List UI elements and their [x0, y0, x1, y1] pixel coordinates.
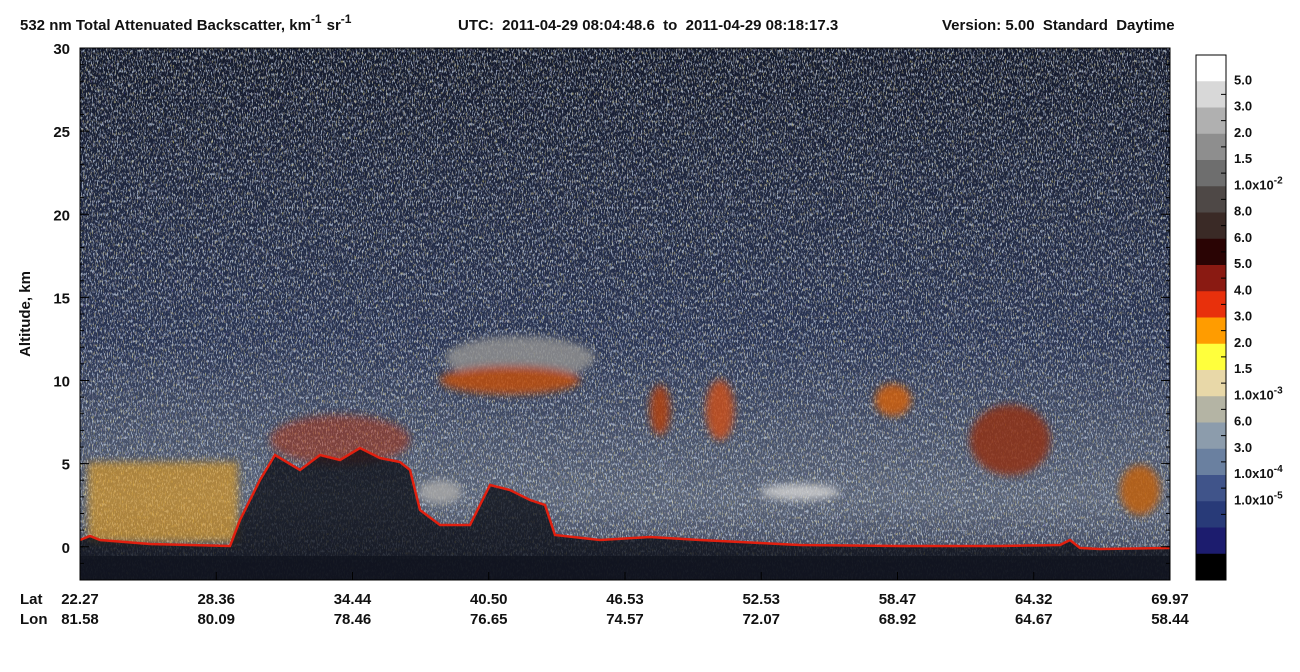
colorbar-label-exp: -3 [1274, 385, 1283, 396]
title-exp: -1 [311, 12, 322, 26]
y-tick-label: 30 [53, 41, 70, 58]
title-exp: -1 [341, 12, 352, 26]
colorbar-label: 2.0 [1234, 125, 1252, 140]
lon-label: 74.57 [606, 611, 644, 628]
colorbar-label: 6.0 [1234, 230, 1252, 245]
x-row-label: Lon [20, 611, 48, 628]
colorbar-label: 1.0x10-5 [1234, 490, 1283, 507]
colorbar-swatch [1196, 553, 1226, 581]
colorbar-label: 2.0 [1234, 335, 1252, 350]
lat-label: 46.53 [606, 591, 644, 608]
lat-label: 34.44 [334, 591, 372, 608]
colorbar-label: 5.0 [1234, 256, 1252, 271]
y-tick-label: 15 [53, 290, 70, 307]
backscatter-image [80, 48, 1170, 580]
lon-label: 72.07 [742, 611, 780, 628]
colorbar-label: 3.0 [1234, 309, 1252, 324]
colorbar-label-exp: -5 [1274, 490, 1283, 501]
lat-label: 22.27 [61, 591, 99, 608]
colorbar-label-base: 1.0x10 [1234, 466, 1274, 481]
colorbar-label: 3.0 [1234, 440, 1252, 455]
utc-text: UTC: 2011-04-29 08:04:48.6 to 2011-04-29… [458, 17, 838, 34]
colorbar-label: 1.0x10-3 [1234, 385, 1283, 402]
colorbar-swatch [1196, 527, 1226, 555]
lon-label: 78.46 [334, 611, 372, 628]
colorbar-label-base: 1.0x10 [1234, 387, 1274, 402]
colorbar-label-exp: -2 [1274, 175, 1283, 186]
colorbar-label-base: 1.0x10 [1234, 492, 1274, 507]
colorbar-label: 1.0x10-4 [1234, 464, 1283, 481]
version-text: Version: 5.00 Standard Daytime [942, 17, 1175, 34]
colorbar-label: 3.0 [1234, 99, 1252, 114]
lon-label: 64.67 [1015, 611, 1053, 628]
title-text: 532 nm Total Attenuated Backscatter, km [20, 17, 311, 34]
y-tick-label: 10 [53, 374, 70, 391]
lon-label: 81.58 [61, 611, 99, 628]
x-row-label: Lat [20, 591, 43, 608]
lat-label: 40.50 [470, 591, 508, 608]
colorbar-label-exp: -4 [1274, 464, 1283, 475]
lon-label: 58.44 [1151, 611, 1189, 628]
colorbar-label: 5.0 [1234, 72, 1252, 87]
lat-label: 69.97 [1151, 591, 1189, 608]
colorbar-label: 8.0 [1234, 204, 1252, 219]
y-axis-label: Altitude, km [17, 271, 34, 357]
colorbar-label: 6.0 [1234, 414, 1252, 429]
lat-label: 28.36 [197, 591, 235, 608]
colorbar-label: 1.5 [1234, 151, 1252, 166]
lat-label: 52.53 [742, 591, 780, 608]
colorbar-label: 4.0 [1234, 282, 1252, 297]
y-tick-label: 5 [62, 457, 70, 474]
lon-label: 68.92 [879, 611, 917, 628]
y-tick-label: 25 [53, 124, 70, 141]
colorbar-label: 1.5 [1234, 361, 1252, 376]
colorbar-label-base: 1.0x10 [1234, 177, 1274, 192]
lat-label: 58.47 [879, 591, 917, 608]
title-unit: sr [327, 17, 341, 34]
colorbar-label: 1.0x10-2 [1234, 175, 1283, 192]
lat-label: 64.32 [1015, 591, 1053, 608]
colorbar-frame [1195, 54, 1227, 581]
lon-label: 76.65 [470, 611, 508, 628]
colorbar-swatch [1196, 55, 1226, 82]
lon-label: 80.09 [197, 611, 235, 628]
chart-title: 532 nm Total Attenuated Backscatter, km-… [20, 12, 352, 34]
y-tick-label: 20 [53, 207, 70, 224]
y-tick-label: 0 [62, 540, 70, 557]
